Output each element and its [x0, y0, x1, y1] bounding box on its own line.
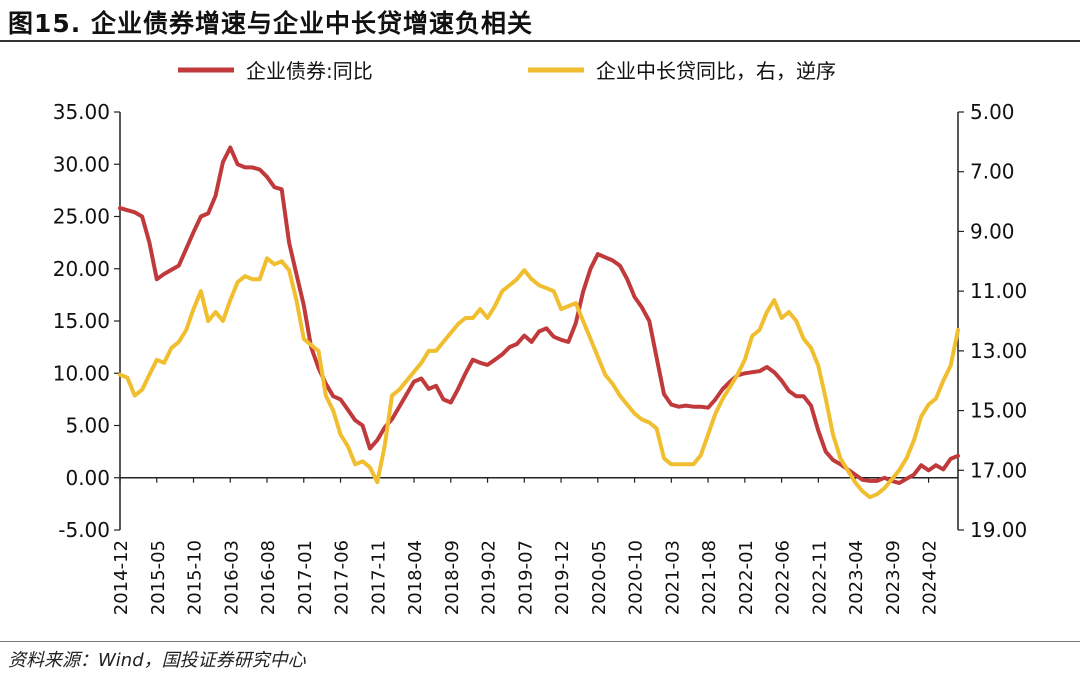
x-tick-label: 2022-06	[773, 540, 794, 615]
title-divider	[0, 40, 1080, 42]
x-tick-label: 2020-10	[626, 540, 647, 615]
right-tick-label: 11.00	[970, 279, 1027, 303]
source-note: 资料来源：Wind，国投证券研究中心	[8, 650, 306, 671]
x-tick-label: 2017-01	[295, 540, 316, 615]
left-tick-label: 10.00	[53, 361, 110, 385]
x-tick-label: 2015-05	[148, 540, 169, 615]
series-line-medium-long-loans	[118, 256, 960, 500]
x-tick-label: 2022-11	[809, 540, 830, 615]
x-tick-label: 2017-11	[368, 540, 389, 615]
left-tick-label: 35.00	[53, 100, 110, 124]
series-lines	[118, 145, 960, 500]
legend-label-left-series: 企业债券:同比	[246, 59, 373, 83]
right-tick-label: 7.00	[970, 160, 1015, 184]
page-title: 图15. 企业债券增速与企业中长贷增速负相关	[8, 9, 533, 38]
footer-divider	[0, 641, 1080, 642]
right-tick-label: 17.00	[970, 458, 1027, 482]
x-tick-label: 2024-02	[920, 540, 941, 615]
x-tick-label: 2019-02	[479, 540, 500, 615]
x-tick-label: 2020-05	[589, 540, 610, 615]
series-line-corporate-bonds	[118, 145, 960, 485]
x-tick-label: 2016-03	[221, 540, 242, 615]
x-tick-label: 2021-08	[699, 540, 720, 615]
right-tick-label: 19.00	[970, 518, 1027, 542]
x-tick-label: 2018-04	[405, 540, 426, 615]
right-tick-label: 15.00	[970, 399, 1027, 423]
left-tick-label: 5.00	[65, 414, 110, 438]
x-tick-label: 2015-10	[185, 540, 206, 615]
axes: -5.00 0.00 5.00 10.00 15.00 20.00 25.00 30.00 35…	[53, 100, 1028, 615]
x-tick-label: 2014-12	[111, 540, 132, 615]
left-tick-label: 25.00	[53, 205, 110, 229]
left-tick-label: 0.00	[65, 466, 110, 490]
legend-label-right-series: 企业中长贷同比，右，逆序	[596, 59, 836, 83]
x-tick-label: 2023-04	[846, 540, 867, 615]
x-tick-label: 2018-09	[442, 540, 463, 615]
x-tick-label: 2016-08	[258, 540, 279, 615]
left-tick-label: 20.00	[53, 257, 110, 281]
right-tick-label: 13.00	[970, 339, 1027, 363]
legend: 企业债券:同比 企业中长贷同比，右，逆序	[178, 59, 836, 83]
x-tick-label: 2017-06	[332, 540, 353, 615]
x-tick-label: 2019-12	[552, 540, 573, 615]
dual-axis-line-chart: 企业债券:同比 企业中长贷同比，右，逆序 -5.00 0.00 5.00 10.00 1…	[53, 59, 1028, 615]
x-tick-label: 2021-03	[662, 540, 683, 615]
left-tick-label: 15.00	[53, 309, 110, 333]
x-tick-label: 2019-07	[515, 540, 536, 615]
left-tick-label: -5.00	[58, 518, 110, 542]
x-tick-label: 2023-09	[883, 540, 904, 615]
left-tick-label: 30.00	[53, 152, 110, 176]
x-tick-label: 2022-01	[736, 540, 757, 615]
right-tick-label: 9.00	[970, 219, 1015, 243]
right-tick-label: 5.00	[970, 100, 1015, 124]
